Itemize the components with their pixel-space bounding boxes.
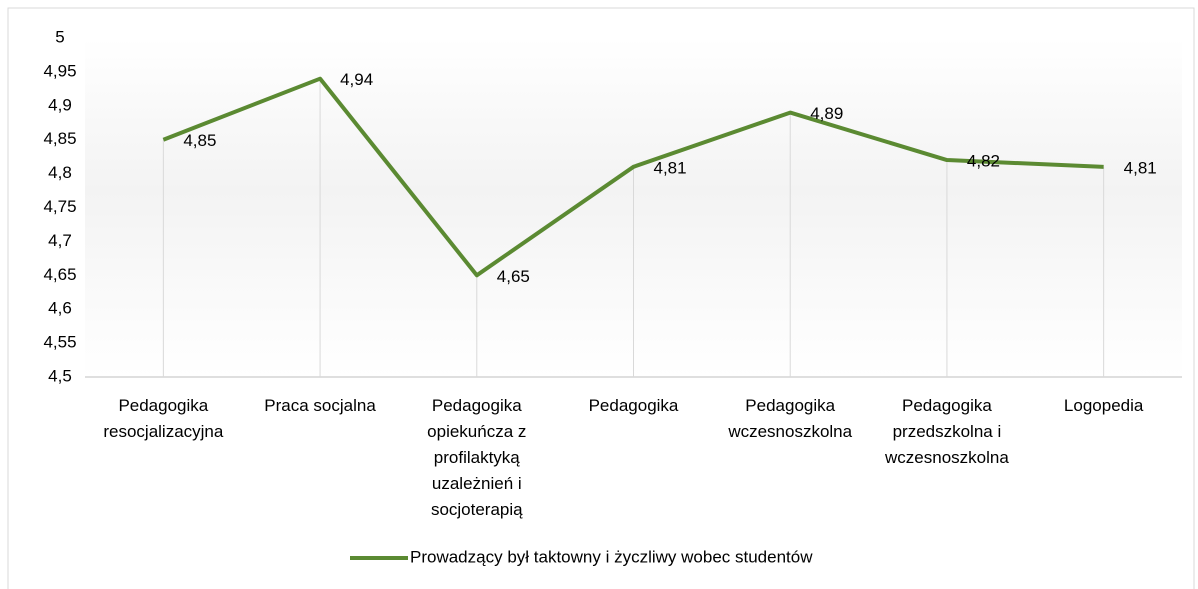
y-tick-label: 4,95: [43, 61, 76, 80]
data-label: 4,81: [1124, 158, 1157, 177]
y-tick-label: 4,65: [43, 265, 76, 284]
x-tick-label: Pedagogika opiekuńcza z profilaktyką uza…: [427, 396, 527, 519]
x-tick-label: Pedagogika: [588, 396, 679, 415]
x-tick-label: Pedagogika przedszkolna i wczesnoszkolna: [885, 396, 1009, 467]
data-label: 4,81: [654, 158, 687, 177]
data-label: 4,89: [810, 104, 843, 123]
y-tick-label: 4,9: [48, 95, 72, 114]
data-label: 4,85: [183, 131, 216, 150]
y-tick-label: 4,85: [43, 129, 76, 148]
x-tick-label: Praca socjalna: [264, 396, 376, 415]
data-label: 4,65: [497, 267, 530, 286]
chart-border: [7, 7, 1195, 589]
data-label: 4,94: [340, 70, 373, 89]
x-tick-label: Pedagogika wczesnoszkolna: [728, 396, 853, 441]
y-tick-label: 4,8: [48, 163, 72, 182]
y-tick-label: 4,75: [43, 197, 76, 216]
y-tick-label: 5: [55, 27, 64, 46]
x-tick-label: Logopedia: [1063, 396, 1144, 415]
y-tick-label: 4,5: [48, 366, 72, 385]
y-tick-label: 4,7: [48, 231, 72, 250]
y-tick-label: 4,6: [48, 299, 72, 318]
series-line: [162, 76, 1104, 278]
legend-label: Prowadzący był taktowny i życzliwy wobec…: [410, 547, 813, 566]
y-tick-label: 4,55: [43, 333, 76, 352]
x-tick-label: Pedagogika resocjalizacyjna: [103, 396, 224, 441]
data-label: 4,82: [967, 152, 1000, 171]
